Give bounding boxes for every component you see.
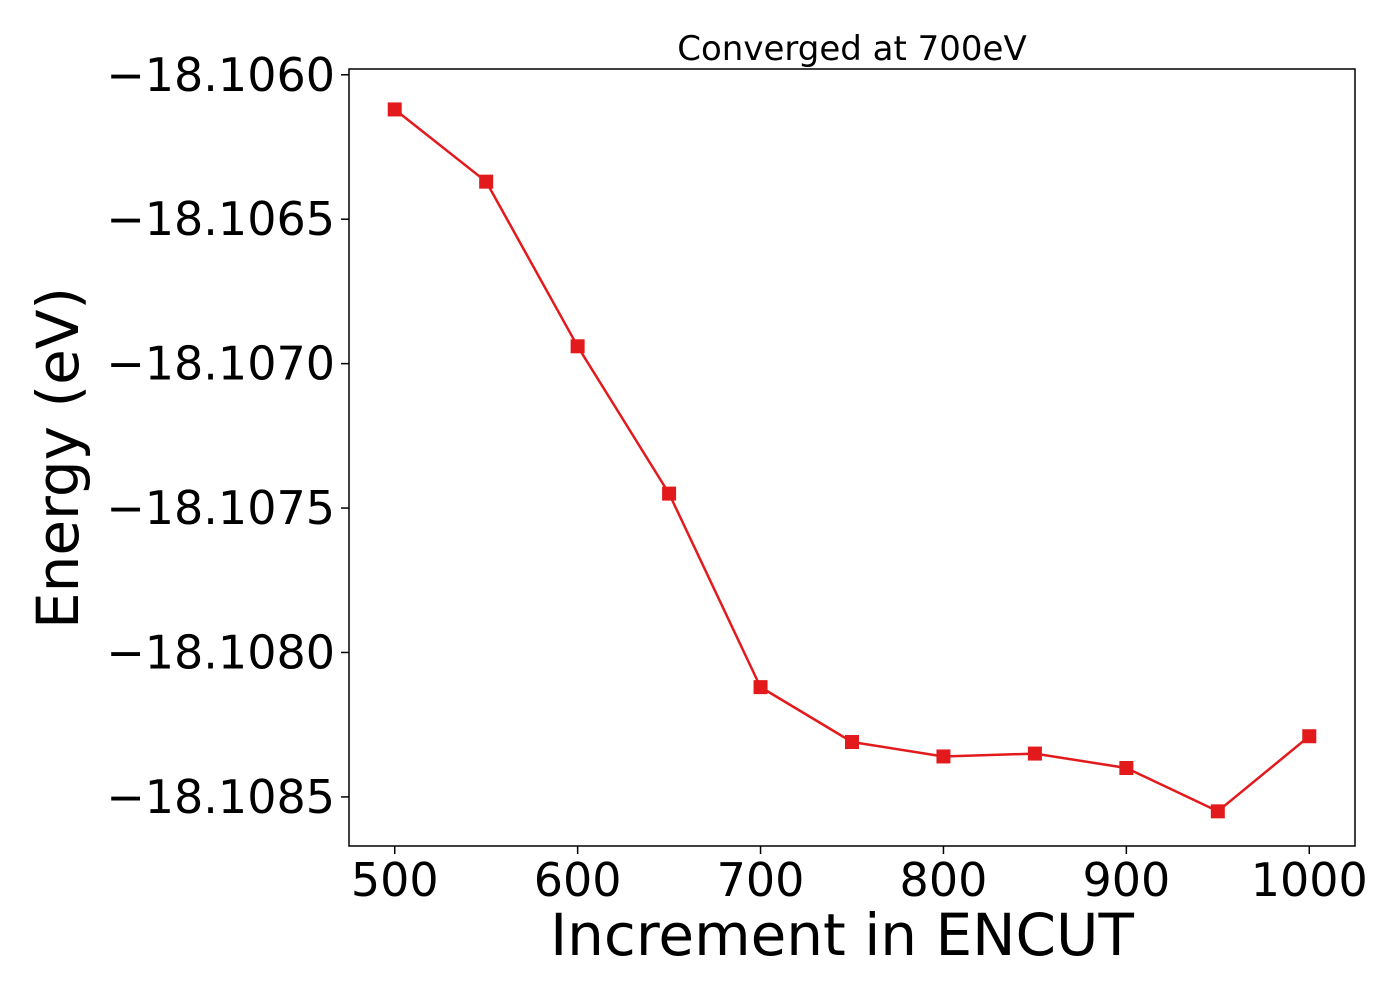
series-line [393, 108, 1311, 813]
chart-title: Converged at 700eV [677, 29, 1026, 69]
data-point-marker [753, 680, 768, 695]
plot-frame [348, 68, 1356, 847]
x-tick-label: 800 [900, 853, 988, 907]
y-tick-label: −18.1075 [106, 481, 335, 535]
x-tick-label: 500 [351, 853, 439, 907]
data-point-marker [1119, 761, 1134, 776]
plot-area [348, 68, 1356, 847]
x-tick-label: 1000 [1251, 853, 1368, 907]
y-tick-label: −18.1085 [106, 770, 335, 824]
y-tick-label: −18.1065 [106, 192, 335, 246]
x-axis-label: Increment in ENCUT [550, 901, 1134, 969]
data-point-marker [479, 174, 494, 189]
x-tick-label: 900 [1082, 853, 1170, 907]
y-tick-label: −18.1070 [106, 337, 335, 391]
data-point-marker [936, 749, 951, 764]
data-point-marker [1027, 746, 1042, 761]
y-axis: −18.1060 −18.1065 −18.1070 −18.1075 −18.1080… [106, 48, 349, 824]
x-tick-label: 700 [717, 853, 805, 907]
y-axis-label: Energy (eV) [24, 287, 92, 629]
series-layer [387, 102, 1317, 819]
data-point-marker [662, 486, 677, 501]
data-point-marker [570, 339, 585, 354]
data-point-marker [845, 735, 859, 750]
data-point-marker [1210, 804, 1225, 819]
y-tick-label: −18.1080 [106, 625, 335, 679]
x-axis: 500 600 700 800 900 1000 [351, 846, 1368, 907]
x-tick-label: 600 [534, 853, 622, 907]
data-point-marker [1302, 729, 1317, 744]
data-point-marker [387, 102, 402, 117]
y-tick-label: −18.1060 [106, 48, 335, 102]
